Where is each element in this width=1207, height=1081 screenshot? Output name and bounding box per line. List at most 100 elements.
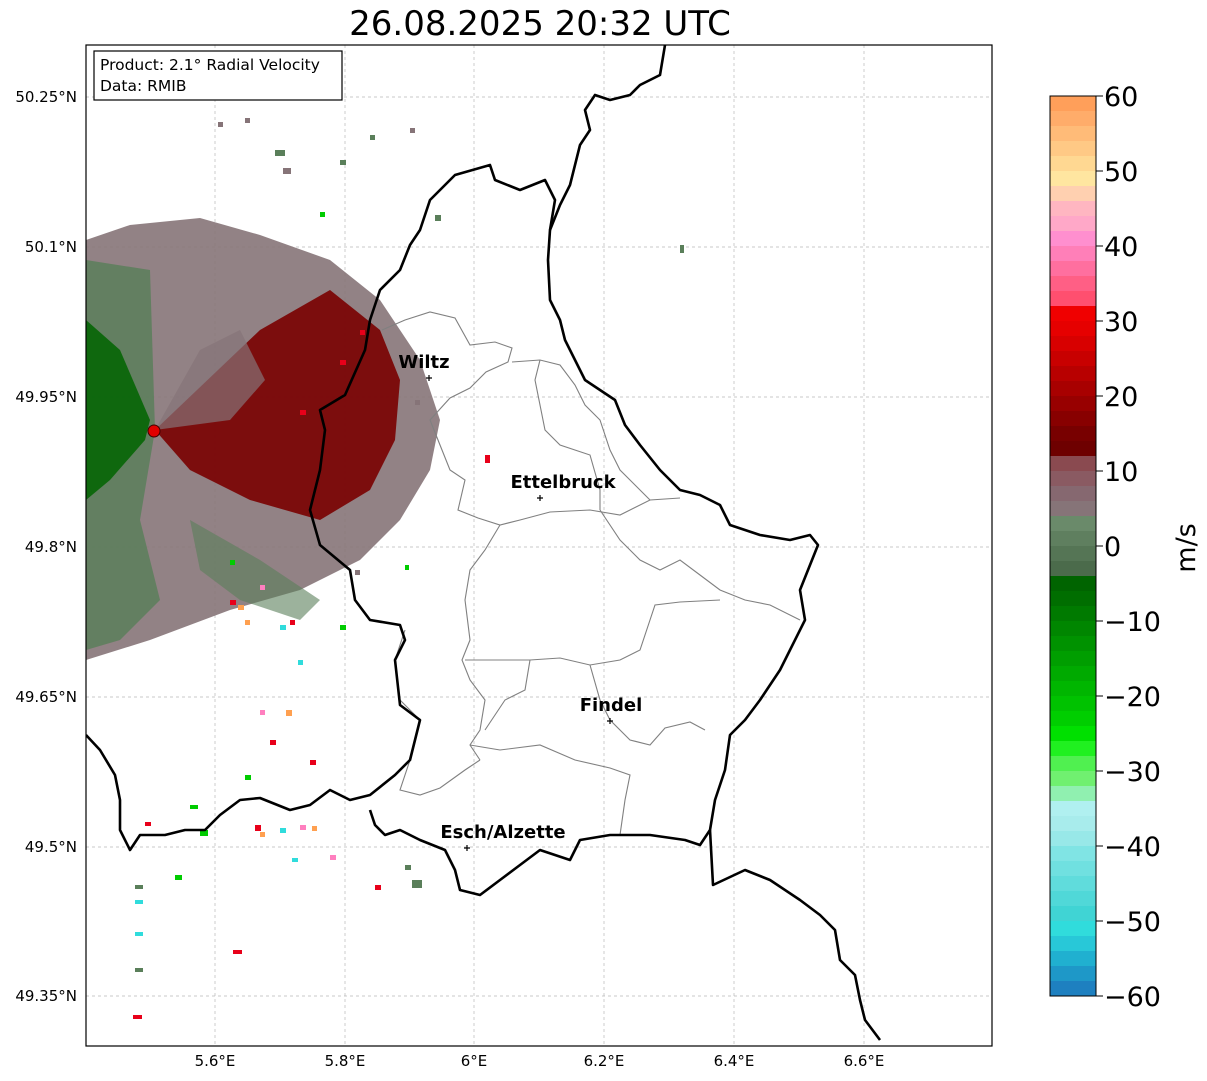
colorbar-bands xyxy=(1050,96,1096,997)
lon-label: 6°E xyxy=(461,1052,488,1070)
colorbar-band xyxy=(1050,366,1096,382)
colorbar-band xyxy=(1050,576,1096,592)
colorbar-band xyxy=(1050,741,1096,757)
map-frame xyxy=(85,44,993,1047)
lat-label: 49.5°N xyxy=(25,838,77,856)
city-label-wiltz: Wiltz xyxy=(398,352,449,373)
echo-speckles-gray xyxy=(218,118,420,575)
colorbar-band xyxy=(1050,621,1096,637)
colorbar-band xyxy=(1050,846,1096,862)
colorbar-tick-label: 30 xyxy=(1104,307,1138,338)
lat-label: 49.95°N xyxy=(15,388,77,406)
colorbar-band xyxy=(1050,816,1096,832)
lat-label: 50.1°N xyxy=(25,238,77,256)
colorbar-band xyxy=(1050,681,1096,697)
colorbar-band xyxy=(1050,651,1096,667)
colorbar-band xyxy=(1050,126,1096,142)
colorbar-tick-label: 10 xyxy=(1104,457,1138,488)
echo-speckles-orange xyxy=(238,605,317,837)
radar-echoes xyxy=(86,118,684,1019)
colorbar-band xyxy=(1050,876,1096,892)
echo-speckles-green xyxy=(175,212,409,880)
colorbar-band xyxy=(1050,591,1096,607)
colorbar-ticks: 60 50 40 30 20 10 0 −10 −20 −30 −40 −50 −60 xyxy=(1096,82,1161,1013)
colorbar-tick-label: −60 xyxy=(1104,982,1161,1013)
lon-label: 6.4°E xyxy=(714,1052,755,1070)
colorbar-band xyxy=(1050,471,1096,487)
colorbar-band xyxy=(1050,636,1096,652)
info-product: Product: 2.1° Radial Velocity xyxy=(100,56,320,74)
lat-label: 49.8°N xyxy=(25,538,77,556)
colorbar-band xyxy=(1050,231,1096,247)
colorbar-tick-label: 40 xyxy=(1104,232,1138,263)
echo-region-green-strong xyxy=(86,320,150,500)
country-borders xyxy=(86,45,882,1041)
colorbar-band xyxy=(1050,336,1096,352)
lat-label: 50.25°N xyxy=(15,88,77,106)
colorbar-band xyxy=(1050,96,1096,112)
radar-site-marker xyxy=(147,424,161,438)
colorbar-band xyxy=(1050,981,1096,997)
colorbar-band xyxy=(1050,936,1096,952)
colorbar-band xyxy=(1050,711,1096,727)
gridlines xyxy=(86,45,992,1046)
lon-label: 6.2°E xyxy=(584,1052,625,1070)
colorbar-tick-label: 20 xyxy=(1104,382,1138,413)
longitude-labels: 5.6°E 5.8°E 6°E 6.2°E 6.4°E 6.6°E xyxy=(195,1052,885,1070)
colorbar-label: m/s xyxy=(1171,523,1202,572)
lon-label: 6.6°E xyxy=(844,1052,885,1070)
colorbar-band xyxy=(1050,951,1096,967)
colorbar-band xyxy=(1050,156,1096,172)
colorbar-band xyxy=(1050,561,1096,577)
colorbar-band xyxy=(1050,501,1096,517)
city-label-ettelbruck: Ettelbruck xyxy=(510,472,616,493)
colorbar-band xyxy=(1050,801,1096,817)
echo-region-gray-inner xyxy=(155,330,265,430)
colorbar-band xyxy=(1050,546,1096,562)
colorbar-band xyxy=(1050,381,1096,397)
colorbar-tick-label: −40 xyxy=(1104,832,1161,863)
colorbar-tick-label: 50 xyxy=(1104,157,1138,188)
colorbar-band xyxy=(1050,171,1096,187)
colorbar-band xyxy=(1050,411,1096,427)
colorbar-band xyxy=(1050,756,1096,772)
colorbar-band xyxy=(1050,141,1096,157)
city-label-esch: Esch/Alzette xyxy=(440,822,565,843)
colorbar-band xyxy=(1050,486,1096,502)
lon-label: 5.6°E xyxy=(195,1052,236,1070)
findel-marker xyxy=(607,718,613,724)
colorbar-band xyxy=(1050,786,1096,802)
info-box: Product: 2.1° Radial Velocity Data: RMIB xyxy=(93,50,343,101)
city-markers xyxy=(426,375,613,851)
colorbar-tick-label: −10 xyxy=(1104,607,1161,638)
colorbar-tick-label: −30 xyxy=(1104,757,1161,788)
canton-boundaries xyxy=(381,311,801,836)
lon-label: 5.8°E xyxy=(325,1052,366,1070)
colorbar-band xyxy=(1050,276,1096,292)
colorbar-band xyxy=(1050,441,1096,457)
lat-label: 49.65°N xyxy=(15,688,77,706)
colorbar-band xyxy=(1050,696,1096,712)
colorbar-band xyxy=(1050,771,1096,787)
echo-speckles-grey-green xyxy=(135,135,684,972)
latitude-labels: 50.25°N 50.1°N 49.95°N 49.8°N 49.65°N 49… xyxy=(15,88,77,1005)
colorbar-band xyxy=(1050,396,1096,412)
colorbar-band xyxy=(1050,831,1096,847)
colorbar-tick-label: −20 xyxy=(1104,682,1161,713)
echo-speckles-red xyxy=(133,330,490,1019)
echo-region-green-south xyxy=(190,520,320,620)
colorbar-band xyxy=(1050,216,1096,232)
colorbar-band xyxy=(1050,111,1096,127)
echo-speckles-pink xyxy=(260,585,336,860)
wiltz-marker xyxy=(426,375,432,381)
colorbar-tick-label: 0 xyxy=(1104,532,1121,563)
colorbar-band xyxy=(1050,891,1096,907)
echo-region-darkred xyxy=(155,290,400,520)
ettelbruck-marker xyxy=(537,495,543,501)
colorbar: 60 50 40 30 20 10 0 −10 −20 −30 −40 −50 −60 m/s xyxy=(1049,82,1202,1013)
colorbar-band xyxy=(1050,351,1096,367)
colorbar-band xyxy=(1050,531,1096,547)
info-data-source: Data: RMIB xyxy=(100,77,187,95)
colorbar-band xyxy=(1050,666,1096,682)
